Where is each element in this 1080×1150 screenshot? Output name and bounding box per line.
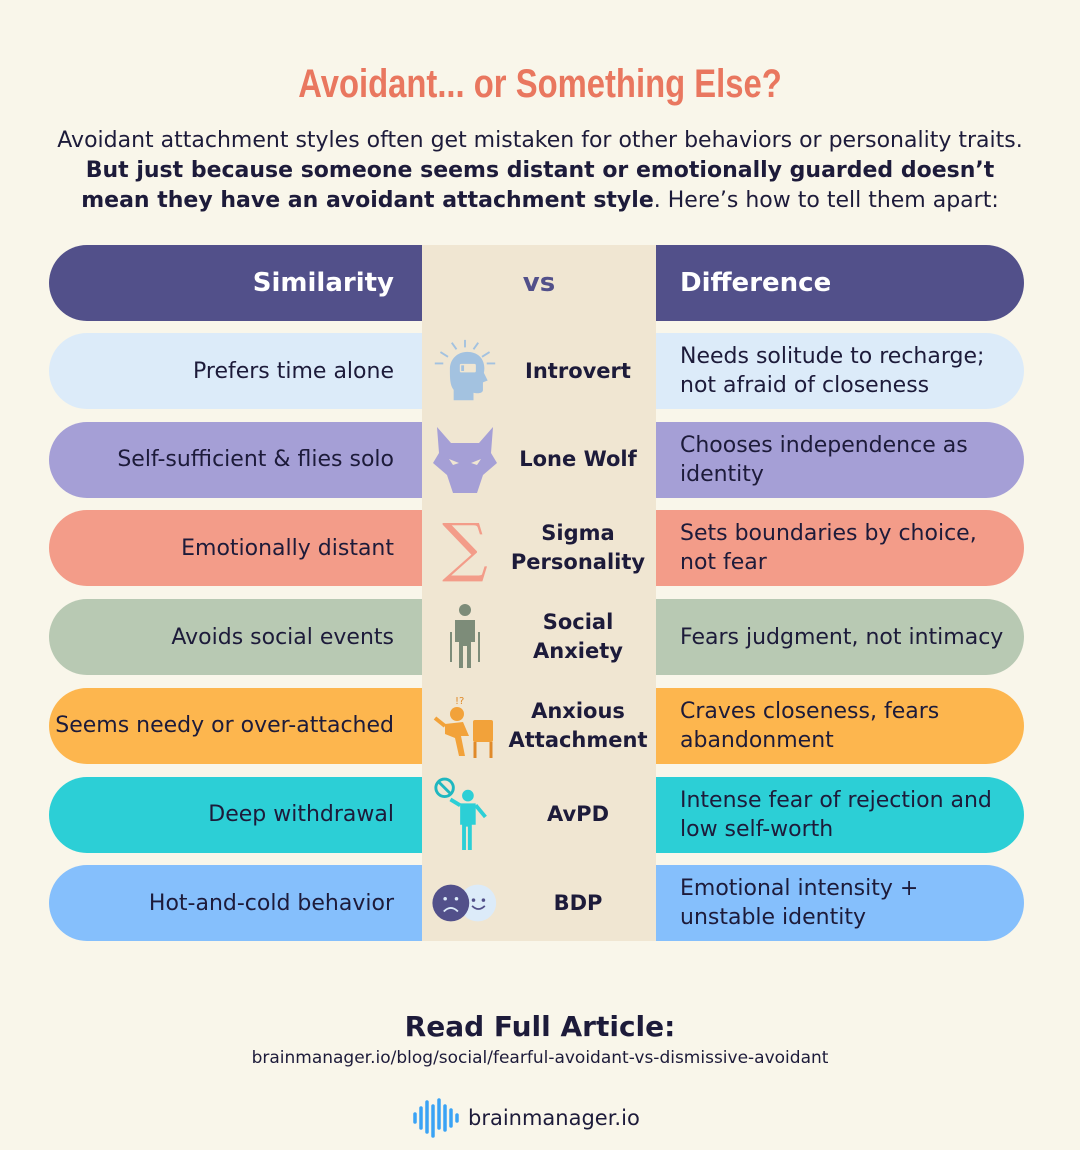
brand-name: brainmanager.io (468, 1106, 640, 1130)
page-title: Avoidant... or Something Else? (298, 62, 782, 106)
similarity-header: Similarity (49, 245, 422, 321)
trait-name: BDP (553, 890, 603, 915)
difference-header: Difference (656, 245, 1024, 321)
svg-text:!?: !? (455, 696, 464, 707)
soundwave-logo-icon (413, 1098, 459, 1138)
comparison-row: Hot-and-cold behavior BDP Emotional inte… (49, 865, 1024, 942)
article-link[interactable]: brainmanager.io/blog/social/fearful-avoi… (251, 1048, 829, 1068)
similarity-cell: Hot-and-cold behavior (49, 865, 422, 942)
difference-cell: Fears judgment, not intimacy (656, 599, 1024, 676)
brand-logo: brainmanager.io (412, 1098, 640, 1138)
similarity-cell: Emotionally distant (49, 510, 422, 587)
comparison-row: Seems needy or over-attached !? Anxious … (49, 687, 1024, 764)
sad-happy-faces-icon (431, 869, 499, 937)
intro-part1: Avoidant attachment styles often get mis… (57, 128, 1023, 153)
similarity-cell: Self-sufficient & flies solo (49, 421, 422, 498)
intro-text: Avoidant attachment styles often get mis… (50, 126, 1030, 216)
read-article-heading: Read Full Article: (404, 1010, 676, 1043)
intro-bold: But just because someone seems distant o… (81, 158, 995, 213)
difference-cell: Sets boundaries by choice, not fear (656, 510, 1024, 587)
difference-cell: Emotional intensity + unstable identity (656, 865, 1024, 942)
header-row: Similarity vs Difference (49, 245, 1024, 321)
difference-cell: Needs solitude to recharge; not afraid o… (656, 333, 1024, 409)
worried-person-chair-icon: !? (431, 692, 499, 760)
vs-label: vs (522, 267, 556, 298)
comparison-row: Deep withdrawal AvPD Intense fear of rej… (49, 776, 1024, 853)
intro-part2: . Here’s how to tell them apart: (653, 188, 999, 213)
comparison-row: Emotionally distant ∑ Sigma Personality … (49, 510, 1024, 587)
difference-cell: Intense fear of rejection and low self-w… (656, 776, 1024, 853)
similarity-cell: Avoids social events (49, 599, 422, 676)
difference-cell: Chooses independence as identity (656, 421, 1024, 498)
difference-cell: Craves closeness, fears abandonment (656, 687, 1024, 764)
trait-name: Anxious Attachment (508, 698, 648, 752)
anxious-person-icon (431, 603, 499, 671)
trait-name: AvPD (546, 802, 609, 826)
trait-name: Sigma Personality (510, 521, 646, 575)
similarity-cell: Deep withdrawal (49, 776, 422, 853)
wolf-icon (431, 426, 499, 494)
trait-name: Lone Wolf (519, 447, 637, 472)
trait-name: Social Anxiety (533, 610, 623, 664)
trait-name: Introvert (525, 358, 631, 383)
sigma-icon: ∑ (442, 511, 488, 586)
head-battery-icon (431, 337, 499, 405)
similarity-cell: Seems needy or over-attached (49, 687, 422, 764)
comparison-row: Avoids social events Social Anxiety Fear… (49, 599, 1024, 676)
similarity-cell: Prefers time alone (49, 333, 422, 409)
comparison-row: Prefers time alone Introvert Needs solit… (49, 333, 1024, 409)
comparison-row: Self-sufficient & flies solo Lone Wolf C… (49, 421, 1024, 498)
person-rejecting-icon (431, 777, 499, 850)
